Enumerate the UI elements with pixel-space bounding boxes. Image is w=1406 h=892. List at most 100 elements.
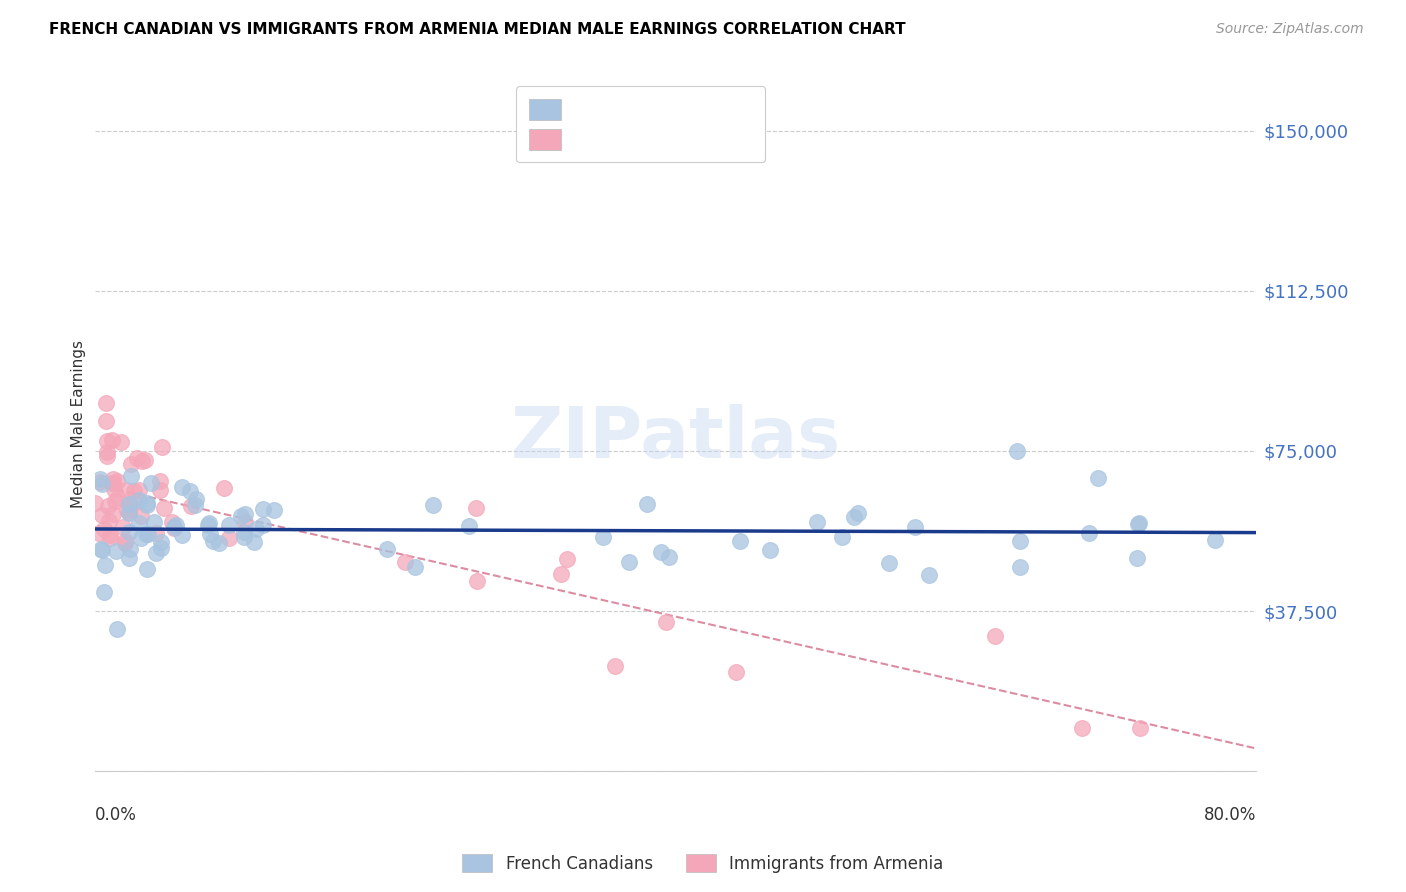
- Point: [115, 502, 138, 516]
- Point: [149, 541, 172, 555]
- Point: [83, 496, 105, 510]
- Point: [103, 507, 125, 521]
- Point: [90, 543, 112, 558]
- Text: 0.0%: 0.0%: [94, 805, 136, 824]
- Point: [90, 476, 112, 491]
- Point: [1204, 533, 1226, 548]
- Legend: R = -0.071   N = 76, R = -0.276   N = 61: R = -0.071 N = 76, R = -0.276 N = 61: [516, 87, 765, 162]
- Point: [122, 495, 145, 509]
- Point: [96, 434, 118, 448]
- Point: [375, 541, 398, 556]
- Point: [844, 509, 866, 524]
- Point: [104, 494, 127, 508]
- Point: [122, 483, 145, 498]
- Point: [172, 480, 194, 494]
- Point: [94, 396, 117, 410]
- Point: [150, 535, 173, 549]
- Point: [557, 551, 579, 566]
- Point: [145, 546, 167, 560]
- Point: [90, 508, 112, 523]
- Point: [90, 541, 112, 556]
- Point: [617, 555, 640, 569]
- Text: ZIPatlas: ZIPatlas: [510, 404, 841, 473]
- Point: [98, 528, 121, 542]
- Point: [197, 517, 219, 532]
- Point: [110, 435, 132, 450]
- Point: [650, 545, 672, 559]
- Point: [129, 532, 152, 546]
- Point: [131, 453, 153, 467]
- Point: [180, 499, 202, 513]
- Point: [120, 498, 142, 512]
- Point: [179, 483, 201, 498]
- Point: [728, 533, 751, 548]
- Point: [127, 450, 149, 465]
- Point: [139, 476, 162, 491]
- Point: [118, 505, 141, 519]
- Point: [117, 497, 139, 511]
- Point: [232, 530, 254, 544]
- Point: [1008, 533, 1031, 548]
- Point: [120, 469, 142, 483]
- Point: [128, 493, 150, 508]
- Point: [1128, 517, 1150, 532]
- Point: [98, 531, 121, 545]
- Point: [233, 515, 256, 529]
- Point: [197, 516, 219, 530]
- Point: [153, 500, 176, 515]
- Point: [218, 531, 240, 545]
- Point: [89, 525, 111, 540]
- Point: [1087, 471, 1109, 485]
- Point: [201, 533, 224, 548]
- Point: [163, 521, 186, 535]
- Point: [114, 536, 136, 550]
- Point: [1125, 550, 1147, 565]
- Point: [636, 497, 658, 511]
- Point: [120, 457, 142, 471]
- Point: [96, 444, 118, 458]
- Point: [118, 541, 141, 556]
- Point: [107, 491, 129, 506]
- Point: [184, 499, 207, 513]
- Point: [404, 559, 426, 574]
- Point: [252, 501, 274, 516]
- Point: [422, 498, 444, 512]
- Point: [658, 550, 681, 565]
- Point: [101, 475, 124, 490]
- Text: -0.276: -0.276: [600, 106, 658, 125]
- Point: [208, 535, 231, 549]
- Y-axis label: Median Male Earnings: Median Male Earnings: [72, 340, 86, 508]
- Point: [134, 452, 156, 467]
- Point: [114, 483, 136, 498]
- Point: [105, 623, 128, 637]
- Text: -0.071: -0.071: [600, 106, 658, 125]
- Text: 76: 76: [688, 106, 710, 125]
- Point: [806, 515, 828, 529]
- Point: [655, 615, 678, 629]
- Point: [186, 492, 208, 507]
- Point: [150, 440, 173, 454]
- Point: [550, 567, 572, 582]
- Point: [135, 527, 157, 541]
- Point: [918, 567, 941, 582]
- Point: [128, 483, 150, 498]
- Text: 80.0%: 80.0%: [1204, 805, 1257, 824]
- Point: [149, 474, 172, 488]
- Point: [96, 449, 118, 463]
- Point: [233, 525, 256, 540]
- Text: R =: R =: [575, 106, 614, 125]
- Text: N =: N =: [648, 106, 704, 125]
- Point: [118, 551, 141, 566]
- Point: [1129, 722, 1152, 736]
- Point: [93, 584, 115, 599]
- Point: [245, 522, 267, 536]
- Point: [96, 414, 118, 428]
- Point: [101, 473, 124, 487]
- Text: R =: R =: [575, 106, 614, 125]
- Point: [877, 557, 900, 571]
- Point: [135, 495, 157, 509]
- Point: [143, 515, 166, 529]
- Point: [136, 527, 159, 541]
- Point: [100, 433, 122, 447]
- Point: [97, 499, 120, 513]
